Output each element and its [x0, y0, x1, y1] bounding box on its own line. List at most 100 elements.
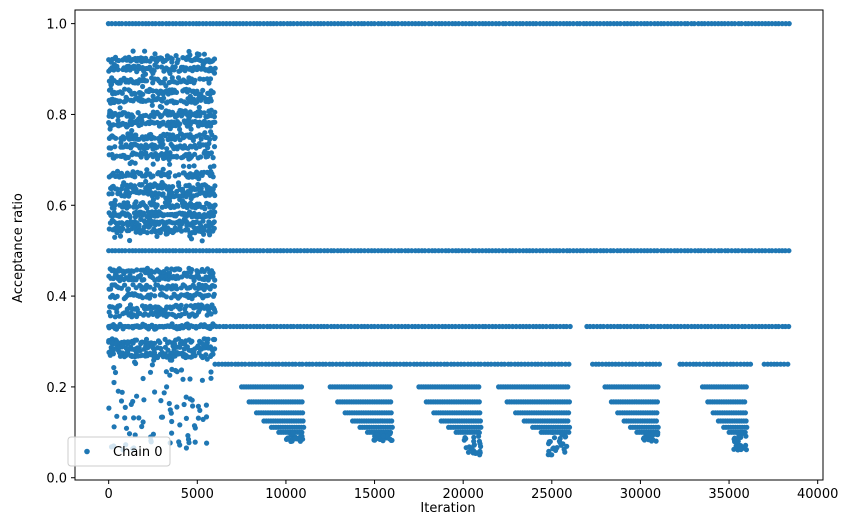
- data-point: [181, 134, 188, 140]
- data-point: [318, 248, 324, 254]
- data-point: [120, 226, 126, 232]
- data-point: [157, 212, 163, 218]
- data-point: [743, 384, 749, 390]
- data-point: [782, 248, 788, 254]
- data-point: [186, 248, 192, 254]
- data-point: [298, 384, 305, 390]
- data-point: [634, 21, 640, 27]
- data-point: [151, 286, 157, 292]
- data-point: [201, 231, 207, 237]
- data-point: [274, 21, 280, 27]
- data-point: [196, 323, 203, 330]
- data-point: [161, 390, 167, 396]
- data-point: [118, 350, 124, 356]
- data-point: [159, 21, 165, 27]
- data-point: [389, 424, 395, 430]
- data-point: [189, 267, 195, 273]
- data-point: [140, 419, 146, 425]
- data-point: [160, 166, 166, 172]
- data-point: [476, 384, 482, 390]
- data-point: [769, 248, 775, 254]
- data-point: [252, 361, 258, 367]
- data-point: [472, 21, 479, 27]
- data-point: [151, 357, 157, 363]
- legend: Chain 0: [67, 436, 171, 467]
- data-point: [144, 353, 150, 359]
- data-point: [110, 122, 116, 128]
- data-point: [119, 21, 125, 27]
- data-point: [170, 229, 176, 235]
- data-point: [257, 21, 263, 27]
- data-point: [260, 323, 267, 330]
- data-point: [183, 203, 189, 209]
- data-point: [688, 248, 694, 254]
- data-point: [565, 418, 571, 424]
- data-point: [141, 57, 147, 63]
- data-point: [749, 248, 755, 254]
- data-point: [781, 361, 787, 367]
- data-point: [150, 311, 156, 317]
- data-point: [130, 48, 136, 54]
- data-point: [477, 410, 483, 416]
- data-point: [156, 248, 162, 254]
- data-point: [111, 62, 117, 68]
- data-point: [477, 418, 483, 424]
- data-point: [142, 248, 148, 254]
- data-point: [208, 375, 214, 381]
- data-point: [176, 172, 182, 178]
- data-point: [611, 248, 617, 254]
- data-point: [204, 342, 210, 348]
- data-point: [173, 53, 179, 59]
- data-point: [501, 361, 508, 367]
- data-point: [300, 410, 306, 416]
- data-point: [446, 21, 452, 27]
- data-point: [164, 146, 170, 152]
- data-point: [633, 361, 639, 367]
- data-point: [668, 323, 674, 330]
- y-tick-label: 0.0: [46, 472, 67, 487]
- data-point: [299, 399, 305, 405]
- data-point: [127, 214, 133, 220]
- data-point: [174, 99, 180, 106]
- data-point: [164, 231, 170, 237]
- data-point: [212, 309, 218, 315]
- data-point: [159, 414, 166, 420]
- data-point: [119, 389, 125, 395]
- data-point: [169, 366, 175, 372]
- data-point: [217, 248, 223, 254]
- x-tick-label: 0: [105, 487, 113, 502]
- data-point: [208, 107, 214, 113]
- data-point: [171, 87, 177, 93]
- data-point: [566, 399, 573, 405]
- data-point: [212, 119, 218, 125]
- data-point: [119, 90, 125, 96]
- data-point: [178, 130, 184, 137]
- data-point: [749, 21, 755, 27]
- data-point: [725, 248, 731, 254]
- data-point: [570, 21, 576, 27]
- data-point: [155, 185, 161, 191]
- data-point: [195, 415, 201, 421]
- x-tick-label: 10000: [265, 487, 306, 502]
- data-point: [292, 436, 298, 442]
- data-point: [129, 323, 135, 330]
- data-point: [147, 182, 153, 188]
- data-point: [123, 425, 130, 431]
- data-point: [644, 323, 650, 330]
- data-point: [140, 83, 146, 90]
- data-point: [210, 248, 216, 254]
- data-point: [151, 353, 157, 360]
- data-point: [113, 135, 119, 141]
- data-point: [597, 21, 603, 27]
- y-axis-label: Acceptance ratio: [11, 193, 26, 303]
- data-point: [477, 452, 483, 458]
- data-point: [124, 124, 130, 130]
- data-point: [170, 184, 176, 190]
- data-point: [355, 323, 361, 330]
- data-point: [742, 323, 748, 330]
- data-point: [208, 369, 214, 375]
- data-point: [734, 361, 740, 367]
- data-point: [183, 354, 189, 361]
- data-point: [140, 295, 146, 301]
- data-point: [136, 144, 142, 150]
